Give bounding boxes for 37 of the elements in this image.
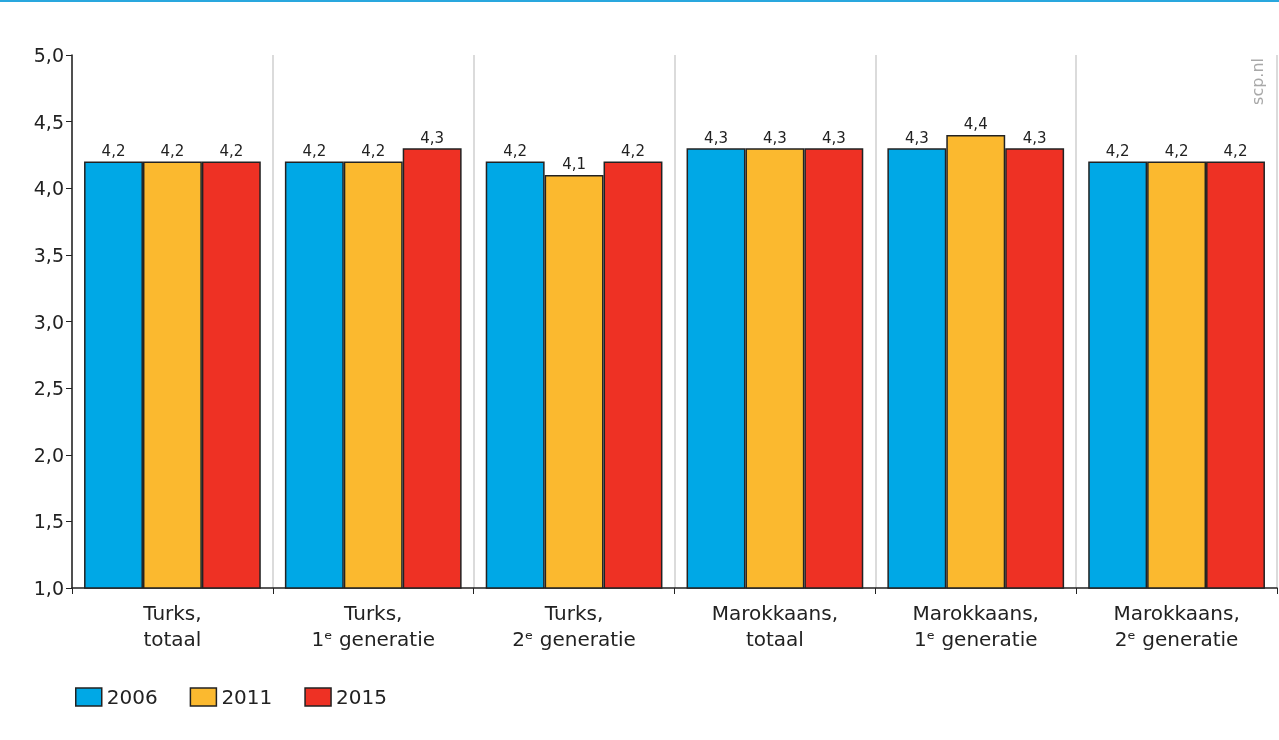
data-label: 4,3 <box>904 128 929 147</box>
legend-label: 2006 <box>106 685 158 709</box>
data-label: 4,4 <box>963 115 988 134</box>
data-label: 4,2 <box>160 142 185 161</box>
annotation: scp.nl <box>1247 57 1267 105</box>
data-label: 4,2 <box>1223 142 1248 161</box>
y-tick-label: 2,0 <box>33 443 64 466</box>
data-label: 4,3 <box>420 128 445 147</box>
data-label: 4,2 <box>1105 142 1130 161</box>
data-label: 4,2 <box>361 142 386 161</box>
x-tick-label: Turks, totaal <box>142 601 202 651</box>
data-label: 4,2 <box>101 142 126 161</box>
x-tick-label: Turks, 2ᵉ generatie <box>512 601 636 651</box>
data-label: 4,1 <box>562 155 587 174</box>
y-tick-label: 1,0 <box>33 577 64 599</box>
y-tick-label: 4,5 <box>33 110 64 133</box>
legend-label: 2011 <box>221 685 273 709</box>
y-tick-label: 3,0 <box>33 310 64 333</box>
data-label: 4,3 <box>821 128 846 147</box>
data-label: 4,3 <box>762 128 787 147</box>
x-tick-label: Turks, 1ᵉ generatie <box>311 601 436 651</box>
data-label: 4,2 <box>302 142 327 161</box>
x-tick-label: Marokkaans, 2ᵉ generatie <box>1113 601 1240 651</box>
data-label: 4,3 <box>1022 128 1047 147</box>
x-tick-label: Marokkaans, 1ᵉ generatie <box>912 601 1039 651</box>
data-label: 4,2 <box>503 142 528 161</box>
legend-label: 2015 <box>336 685 387 709</box>
y-tick-label: 2,5 <box>33 377 64 400</box>
y-tick-label: 3,5 <box>33 243 64 266</box>
x-tick-label: Marokkaans, totaal <box>711 601 839 651</box>
data-label: 4,2 <box>219 142 244 161</box>
data-label: 4,2 <box>1164 142 1189 161</box>
y-tick-label: 5,0 <box>33 44 64 66</box>
data-label: 4,2 <box>621 142 645 161</box>
data-label: 4,3 <box>704 128 728 147</box>
y-tick-label: 4,0 <box>33 177 64 200</box>
y-tick-label: 1,5 <box>33 510 64 533</box>
